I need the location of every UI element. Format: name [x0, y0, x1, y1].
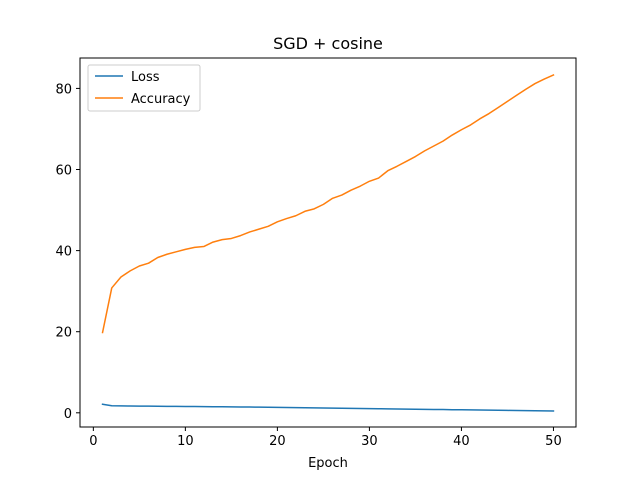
x-tick-label: 50 [545, 434, 562, 449]
chart-title: SGD + cosine [273, 34, 383, 53]
x-tick-label: 40 [453, 434, 470, 449]
series-line-accuracy [101, 74, 555, 334]
y-tick-label: 0 [64, 407, 72, 422]
x-tick-label: 30 [361, 434, 378, 449]
x-tick-label: 10 [177, 434, 194, 449]
plot-series [101, 74, 555, 412]
y-tick-label: 80 [55, 82, 72, 97]
x-axis-title: Epoch [308, 456, 348, 471]
legend-label-accuracy: Accuracy [131, 92, 191, 107]
plot-frame [79, 57, 577, 428]
x-tick-label: 0 [89, 434, 97, 449]
legend: Loss Accuracy [87, 64, 201, 112]
y-tick-label: 20 [55, 326, 72, 341]
legend-label-loss: Loss [131, 70, 160, 85]
x-tick-label: 20 [269, 434, 286, 449]
y-tick-label: 40 [55, 245, 72, 260]
series-line-loss [101, 403, 555, 412]
x-axis: 0 10 20 30 40 50 [89, 427, 562, 449]
y-axis: 0 20 40 60 80 [55, 82, 80, 422]
y-tick-label: 60 [55, 164, 72, 179]
